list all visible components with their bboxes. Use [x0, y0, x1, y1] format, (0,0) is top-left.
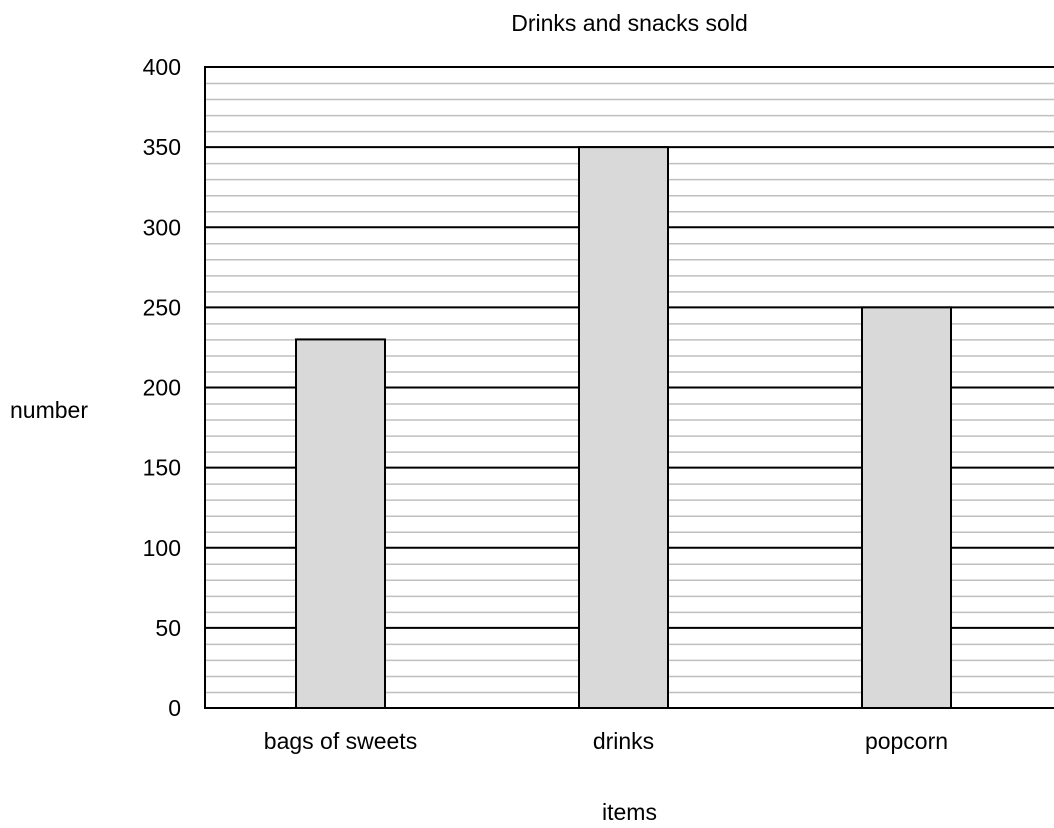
- y-tick-label: 50: [155, 615, 181, 641]
- bar: [861, 306, 952, 709]
- y-tick-label: 150: [143, 455, 181, 481]
- chart-title: Drinks and snacks sold: [511, 10, 748, 36]
- bar: [578, 146, 669, 709]
- y-tick-label: 350: [143, 134, 181, 160]
- y-tick-label: 250: [143, 294, 181, 320]
- x-axis-label: items: [602, 799, 657, 825]
- bar: [295, 338, 386, 709]
- y-axis-label: number: [10, 397, 88, 423]
- y-tick-label: 400: [143, 54, 181, 80]
- x-tick-label: popcorn: [865, 728, 948, 754]
- y-tick-label: 300: [143, 214, 181, 240]
- y-tick-label: 100: [143, 535, 181, 561]
- y-tick-label: 0: [168, 695, 181, 721]
- y-tick-label: 200: [143, 375, 181, 401]
- x-tick-label: drinks: [593, 728, 654, 754]
- x-tick-label: bags of sweets: [264, 728, 417, 754]
